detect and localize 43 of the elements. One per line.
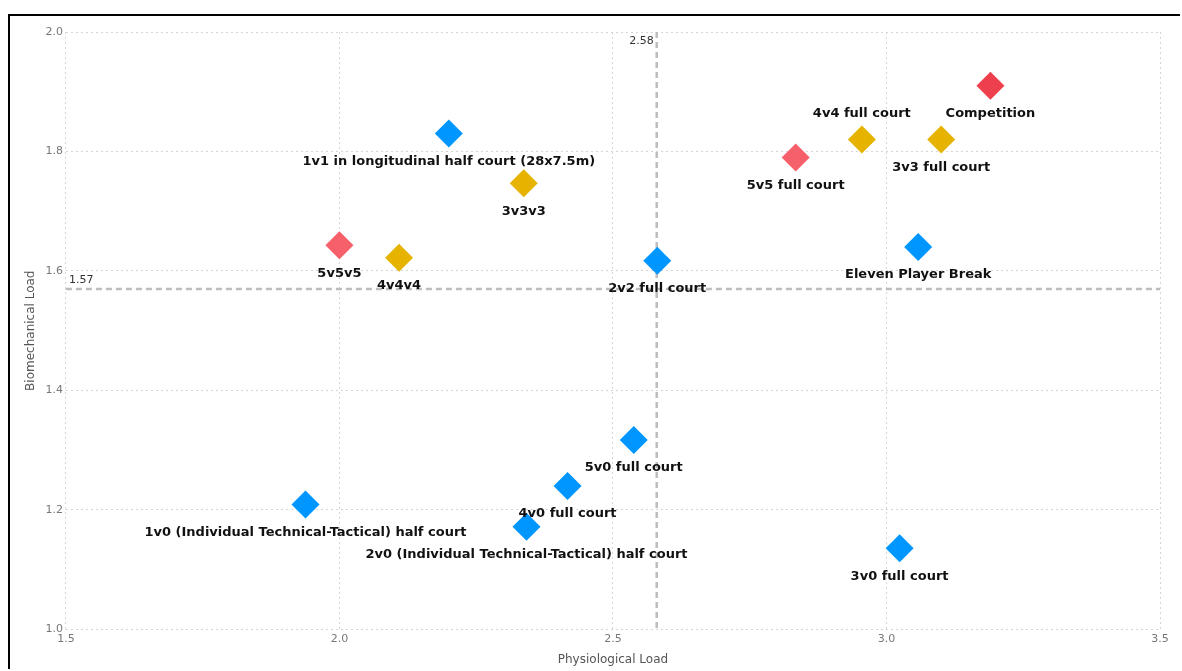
annotation: 4v0 full court <box>518 505 617 521</box>
point <box>781 143 810 172</box>
y-tick-label: 1.8 <box>45 144 63 158</box>
x-tick-label: 2.0 <box>330 631 349 645</box>
annotation: 4v4v4 <box>377 277 422 293</box>
x-tick-label: 3.0 <box>877 631 896 645</box>
annotation: 5v0 full court <box>584 459 683 475</box>
y-tick-label: 1.4 <box>45 383 63 397</box>
point <box>927 125 956 154</box>
point <box>509 169 538 198</box>
point <box>434 119 463 148</box>
point <box>553 472 582 501</box>
annotation: Eleven Player Break <box>845 266 992 282</box>
point <box>619 426 648 455</box>
annotation: 1v1 in longitudinal half court (28x7.5m) <box>302 152 596 168</box>
point <box>291 490 320 519</box>
point <box>643 246 672 275</box>
ref-line-label: 2.58 <box>629 34 654 48</box>
annotation: 2v0 (Individual Technical-Tactical) half court <box>365 546 688 562</box>
y-tick-label: 2.0 <box>45 24 63 38</box>
annotation: 3v0 full court <box>850 567 949 583</box>
y-tick-label: 1.2 <box>45 502 63 516</box>
point <box>385 243 414 272</box>
x-axis-title: Physiological Load <box>557 651 669 666</box>
annotation: Competition <box>945 105 1036 121</box>
annotation: 5v5v5 <box>317 264 362 280</box>
point <box>885 534 914 563</box>
annotation: 3v3 full court <box>892 158 991 174</box>
ref-line-label: 1.57 <box>68 273 94 287</box>
y-tick-label: 1.6 <box>45 263 63 277</box>
x-tick-label: 1.5 <box>57 631 75 645</box>
x-tick-label: 2.5 <box>604 631 622 645</box>
x-tick-label: 3.5 <box>1151 631 1169 645</box>
annotation: 3v3v3 <box>501 202 546 218</box>
point <box>847 125 876 154</box>
point <box>325 231 354 260</box>
y-axis-title: Biomechanical Load <box>23 270 38 391</box>
point <box>904 233 933 262</box>
point <box>976 71 1005 100</box>
annotation: 5v5 full court <box>746 176 845 192</box>
annotation: 4v4 full court <box>812 104 911 120</box>
annotation: 1v0 (Individual Technical-Tactical) half court <box>144 523 467 539</box>
annotation: 2v2 full court <box>608 280 707 296</box>
